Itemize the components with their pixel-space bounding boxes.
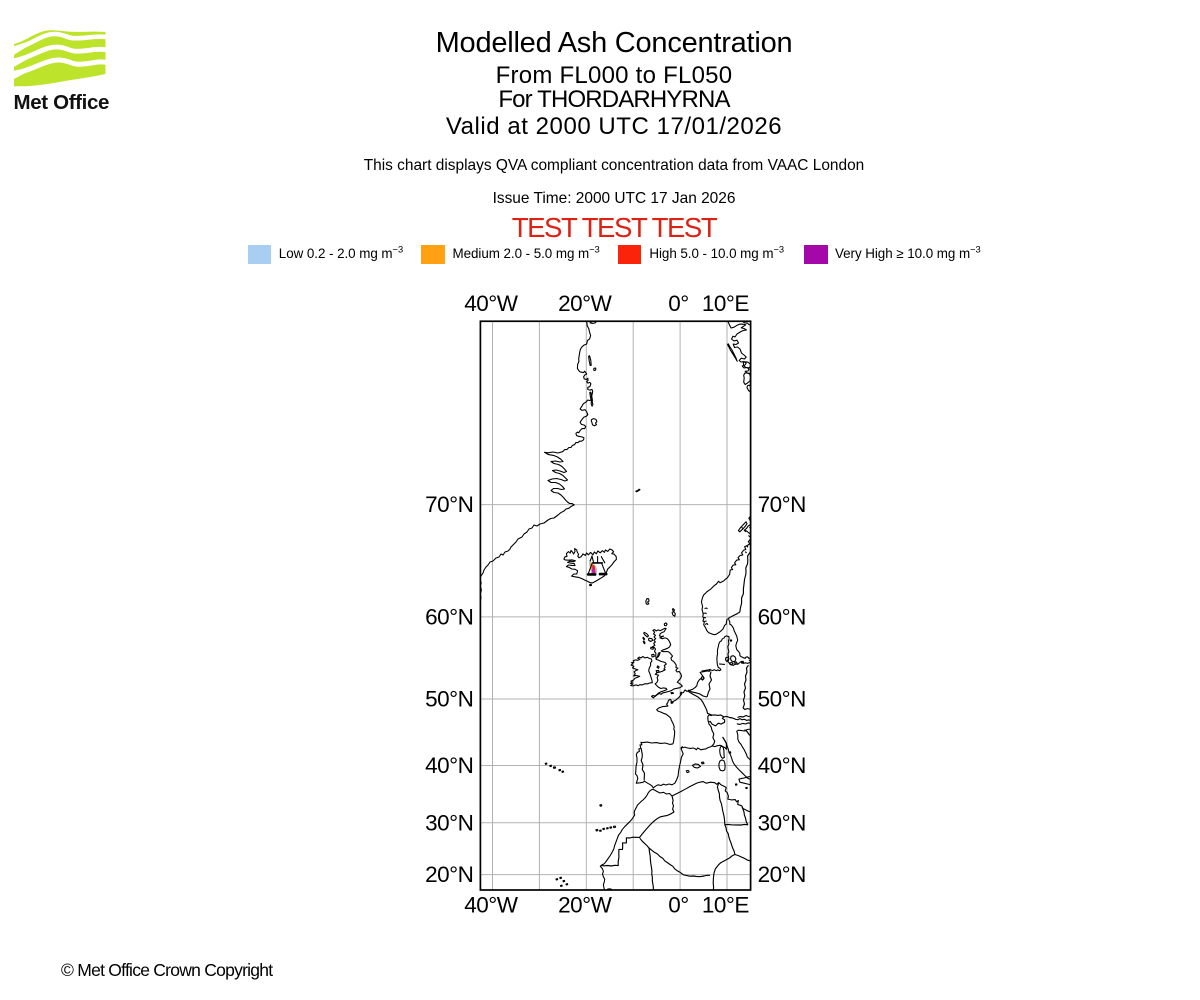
svg-text:30°N: 30°N xyxy=(425,810,473,835)
svg-text:60°N: 60°N xyxy=(758,604,806,629)
svg-text:20°W: 20°W xyxy=(558,893,613,918)
svg-text:40°N: 40°N xyxy=(758,753,806,778)
svg-text:70°N: 70°N xyxy=(425,492,473,517)
svg-text:10°E: 10°E xyxy=(702,291,750,316)
svg-text:50°N: 50°N xyxy=(758,687,806,712)
svg-text:0°: 0° xyxy=(668,893,689,918)
svg-text:60°N: 60°N xyxy=(425,604,473,629)
svg-text:50°N: 50°N xyxy=(425,687,473,712)
svg-text:40°W: 40°W xyxy=(464,291,519,316)
svg-text:10°E: 10°E xyxy=(702,893,750,918)
svg-text:30°N: 30°N xyxy=(758,810,806,835)
svg-text:40°W: 40°W xyxy=(464,893,519,918)
svg-text:40°N: 40°N xyxy=(425,753,473,778)
svg-text:20°N: 20°N xyxy=(758,862,806,887)
svg-text:20°W: 20°W xyxy=(558,291,613,316)
svg-text:20°N: 20°N xyxy=(425,862,473,887)
svg-text:0°: 0° xyxy=(668,291,689,316)
svg-text:70°N: 70°N xyxy=(758,492,806,517)
